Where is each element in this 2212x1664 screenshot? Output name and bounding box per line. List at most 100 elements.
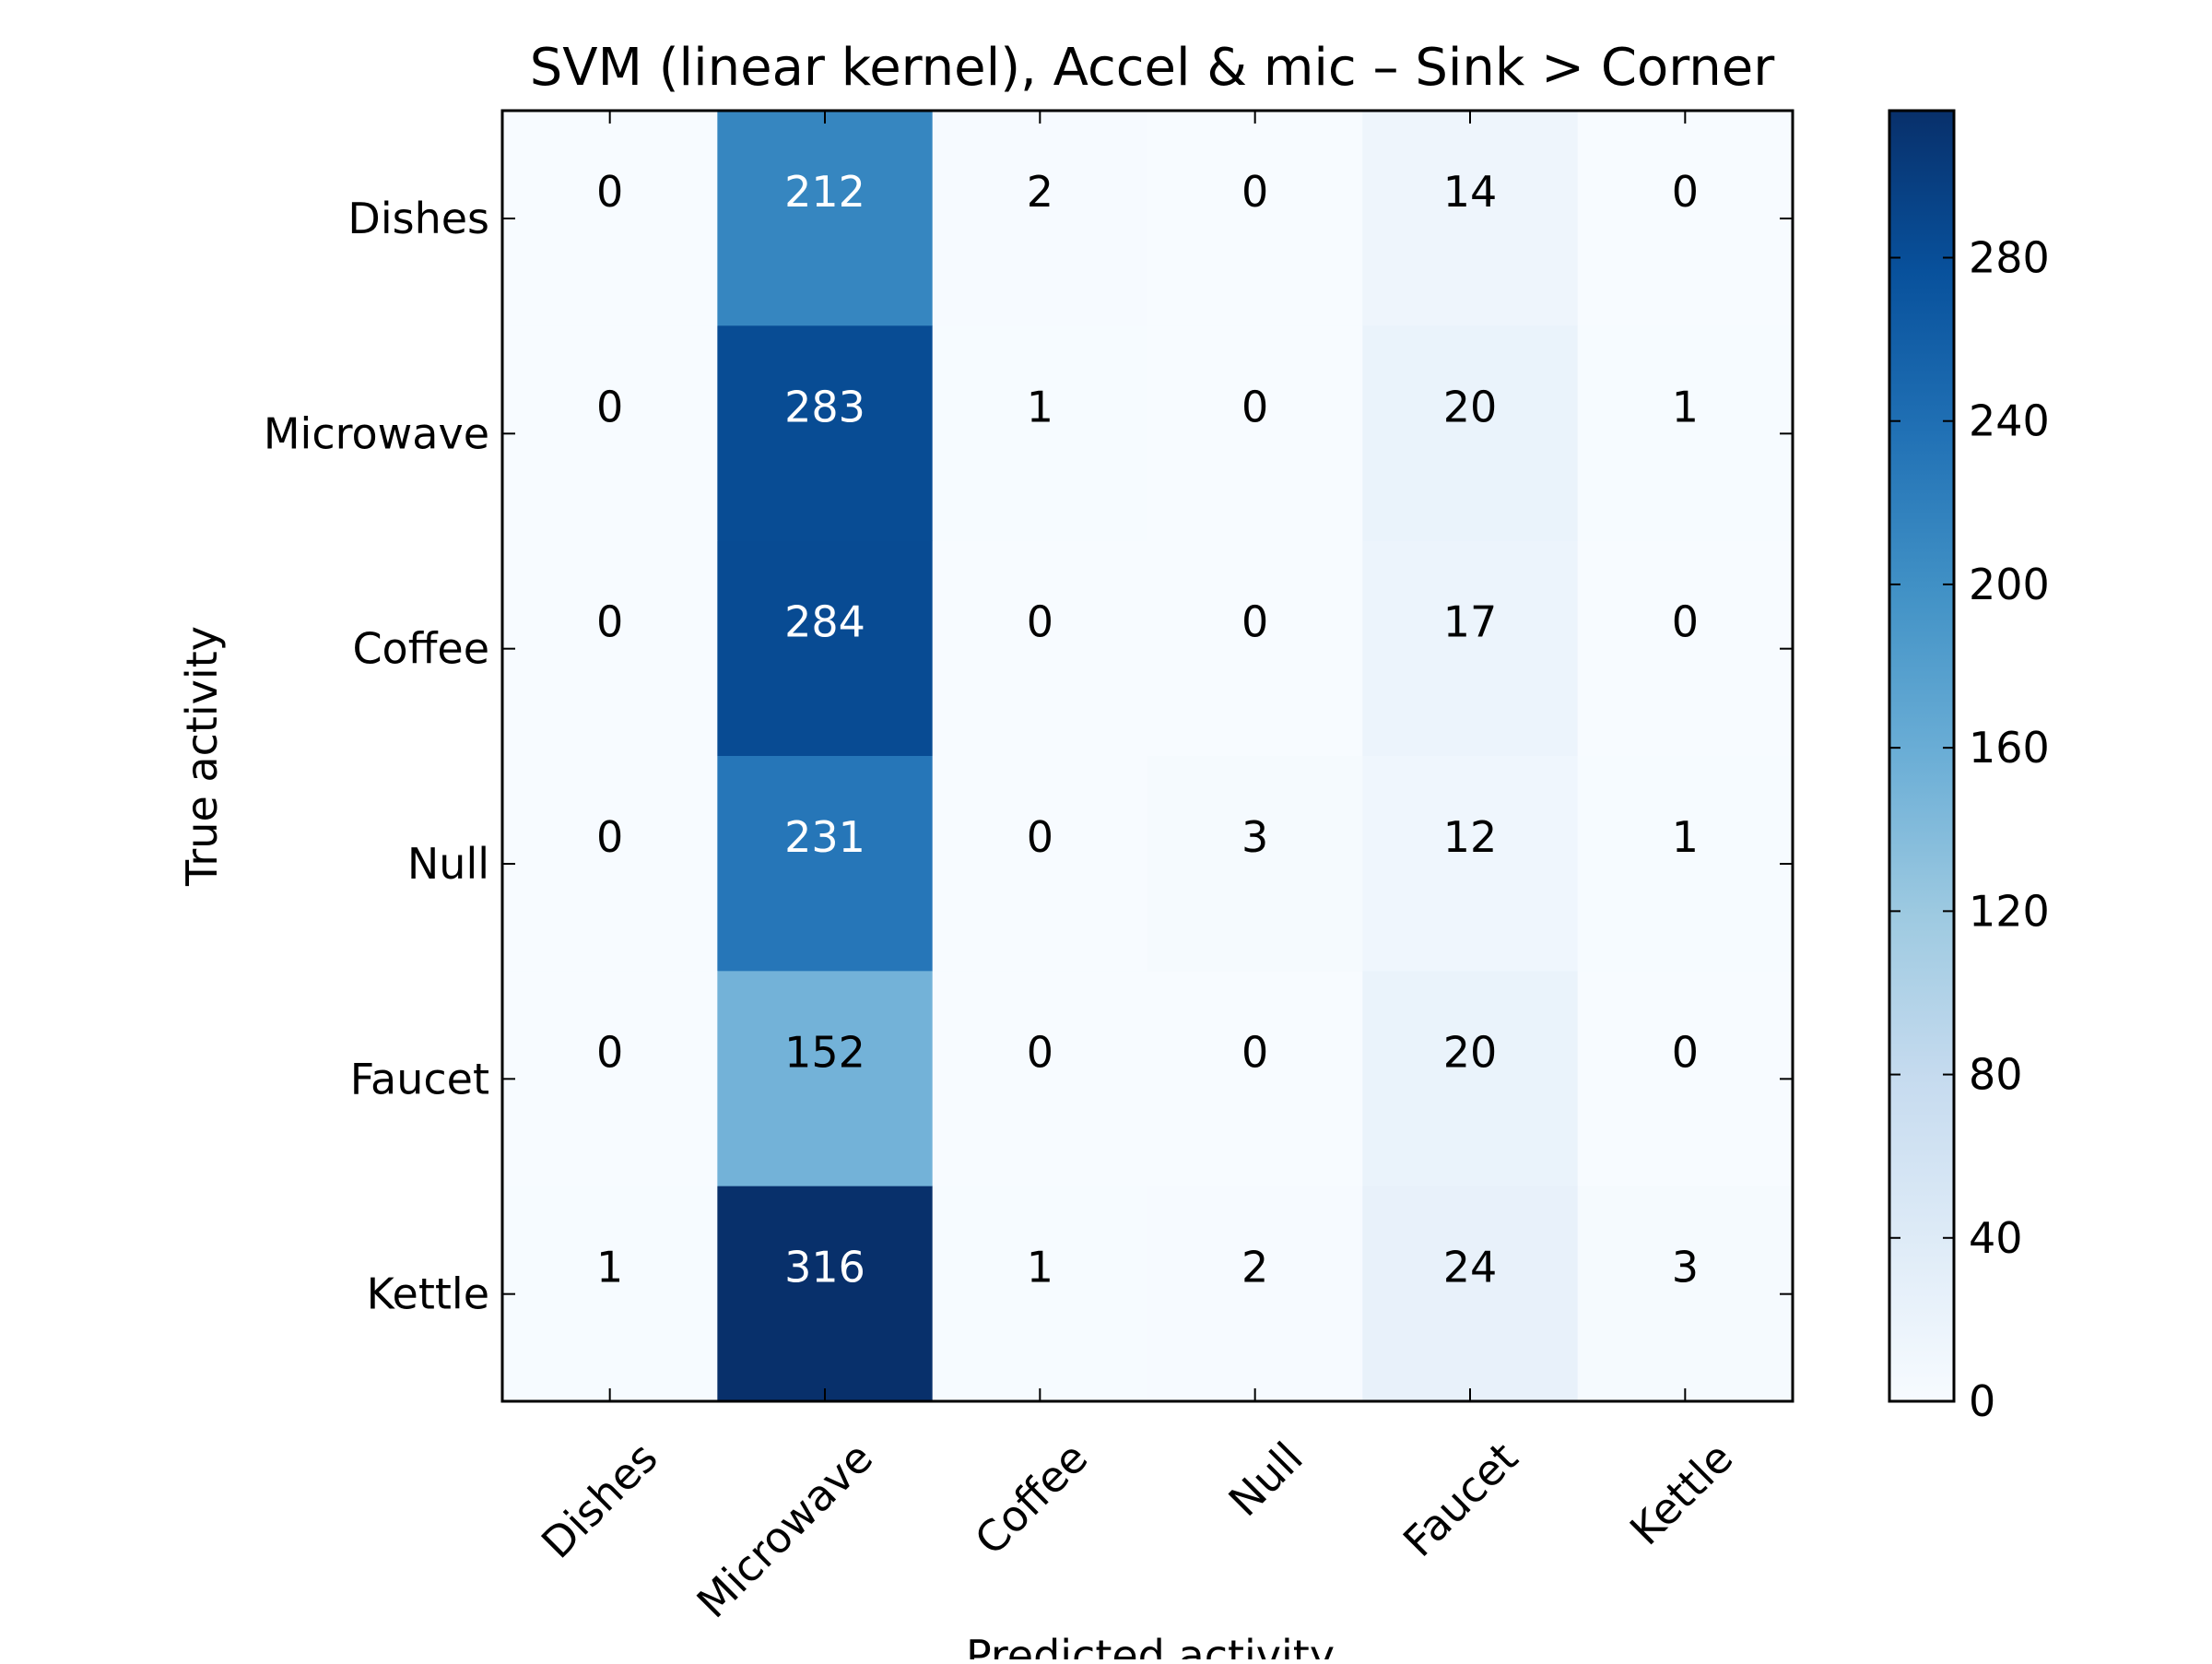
heatmap-cell-labels: 0 212 2 0 14 00 283 1 0 20 10 284 0 0 17 00 231 0 3 12 10 152… — [596, 167, 1699, 1292]
heatmap-cell — [1577, 971, 1794, 1187]
cell-value-label: 0 — [1241, 382, 1268, 431]
cell-value-label: 20 — [1443, 382, 1498, 431]
heatmap-cell — [1577, 1186, 1794, 1402]
cell-value-label: 0 — [1672, 597, 1699, 647]
cell-value-label: 283 — [784, 382, 865, 431]
heatmap-cell — [1362, 325, 1579, 542]
colorbar-tick-label: 160 — [1969, 723, 2050, 773]
colorbar — [1888, 109, 1956, 1403]
cell-value-label: 1 — [1672, 382, 1699, 431]
x-tick-label: Kettle — [1620, 1433, 1742, 1554]
heatmap-cell — [717, 540, 934, 757]
heatmap-cell — [502, 540, 718, 757]
y-tick-labels: Dishes Microwave Coffee Null Faucet Kettle — [264, 194, 489, 1319]
heatmap-cell — [1362, 540, 1579, 757]
chart-title: SVM (linear kernel), Accel & mic – Sink … — [530, 38, 1775, 98]
heatmap-cell — [717, 111, 934, 326]
cell-value-label: 2 — [1027, 167, 1053, 217]
cell-value-label: 231 — [784, 812, 865, 862]
cell-value-label: 0 — [596, 382, 623, 431]
heatmap-cell — [717, 756, 934, 972]
cell-value-label: 1 — [1672, 812, 1699, 862]
heatmap-cell — [1362, 111, 1579, 326]
colorbar-tick-label: 200 — [1969, 560, 2050, 609]
axis-ticks — [502, 111, 1793, 1401]
x-tick-labels: Dishes Microwave Coffee Null Faucet Kettle — [532, 1433, 1742, 1628]
heatmap-cell — [717, 325, 934, 542]
cell-value-label: 1 — [1027, 382, 1053, 431]
heatmap-cell — [932, 111, 1148, 326]
cell-value-label: 0 — [596, 812, 623, 862]
cell-value-label: 12 — [1443, 812, 1498, 862]
x-tick-label: Microwave — [688, 1433, 883, 1628]
cell-value-label: 0 — [1027, 1027, 1053, 1077]
colorbar-tick-label: 0 — [1969, 1376, 1995, 1426]
x-tick-label: Dishes — [532, 1433, 667, 1568]
x-tick-label: Coffee — [965, 1433, 1097, 1564]
colorbar-tick-label: 280 — [1969, 232, 2050, 282]
cell-value-label: 1 — [1027, 1243, 1053, 1292]
heatmap-cell — [502, 971, 718, 1187]
y-tick-label: Null — [407, 839, 489, 889]
heatmap-cell — [502, 111, 718, 326]
colorbar-tick-label: 80 — [1969, 1050, 2023, 1100]
heatmap-cell — [1147, 756, 1363, 972]
y-tick-label: Kettle — [367, 1269, 489, 1319]
heatmap-cell — [932, 325, 1148, 542]
heatmap-cell — [717, 971, 934, 1187]
plot-frame — [500, 109, 1794, 1403]
colorbar-tick-label: 120 — [1969, 886, 2050, 936]
cell-value-label: 14 — [1443, 167, 1498, 217]
cell-value-label: 3 — [1672, 1243, 1699, 1292]
y-tick-label: Faucet — [350, 1054, 489, 1103]
heatmap-cell — [1147, 971, 1363, 1187]
heatmap-cell — [932, 540, 1148, 757]
cell-value-label: 1 — [596, 1243, 623, 1292]
cell-value-label: 0 — [596, 1027, 623, 1077]
cell-value-label: 3 — [1241, 812, 1268, 862]
heatmap-cell — [932, 971, 1148, 1187]
y-tick-label: Microwave — [264, 408, 489, 458]
heatmap-cell — [717, 1186, 934, 1402]
heatmap-cell — [932, 1186, 1148, 1402]
cell-value-label: 24 — [1443, 1243, 1498, 1292]
heatmap-cell — [502, 1186, 718, 1402]
heatmap-cells — [502, 111, 1794, 1402]
x-tick-label: Null — [1219, 1433, 1312, 1526]
x-tick-label: Faucet — [1394, 1433, 1527, 1566]
heatmap-cell — [1577, 756, 1794, 972]
y-tick-label: Coffee — [352, 624, 489, 674]
heatmap-cell — [932, 756, 1148, 972]
heatmap-cell — [1577, 111, 1794, 326]
heatmap-cell — [1577, 325, 1794, 542]
heatmap-cell — [1362, 971, 1579, 1187]
cell-value-label: 212 — [784, 167, 865, 217]
heatmap-cell — [1577, 540, 1794, 757]
heatmap-cell — [502, 756, 718, 972]
heatmap-cell — [1362, 756, 1579, 972]
colorbar-ticks: 0 40 80 120 160 200 240 280 — [1889, 232, 2050, 1426]
cell-value-label: 2 — [1241, 1243, 1268, 1292]
cell-value-label: 316 — [784, 1243, 865, 1292]
heatmap-cell — [1147, 111, 1363, 326]
cell-value-label: 0 — [1241, 1027, 1268, 1077]
cell-value-label: 284 — [784, 597, 865, 647]
heatmap-cell — [1147, 540, 1363, 757]
x-axis-label: Predicted activity — [966, 1631, 1335, 1659]
cell-value-label: 152 — [784, 1027, 865, 1077]
cell-value-label: 0 — [596, 167, 623, 217]
heatmap-cell — [1147, 325, 1363, 542]
cell-value-label: 0 — [1027, 597, 1053, 647]
cell-value-label: 0 — [1027, 812, 1053, 862]
cell-value-label: 0 — [1672, 167, 1699, 217]
heatmap-cell — [502, 325, 718, 542]
cell-value-label: 20 — [1443, 1027, 1498, 1077]
heatmap-cell — [1362, 1186, 1579, 1402]
heatmap-cell — [1147, 1186, 1363, 1402]
colorbar-tick-label: 240 — [1969, 396, 2050, 446]
cell-value-label: 17 — [1443, 597, 1498, 647]
y-tick-label: Dishes — [347, 194, 489, 243]
cell-value-label: 0 — [1241, 167, 1268, 217]
